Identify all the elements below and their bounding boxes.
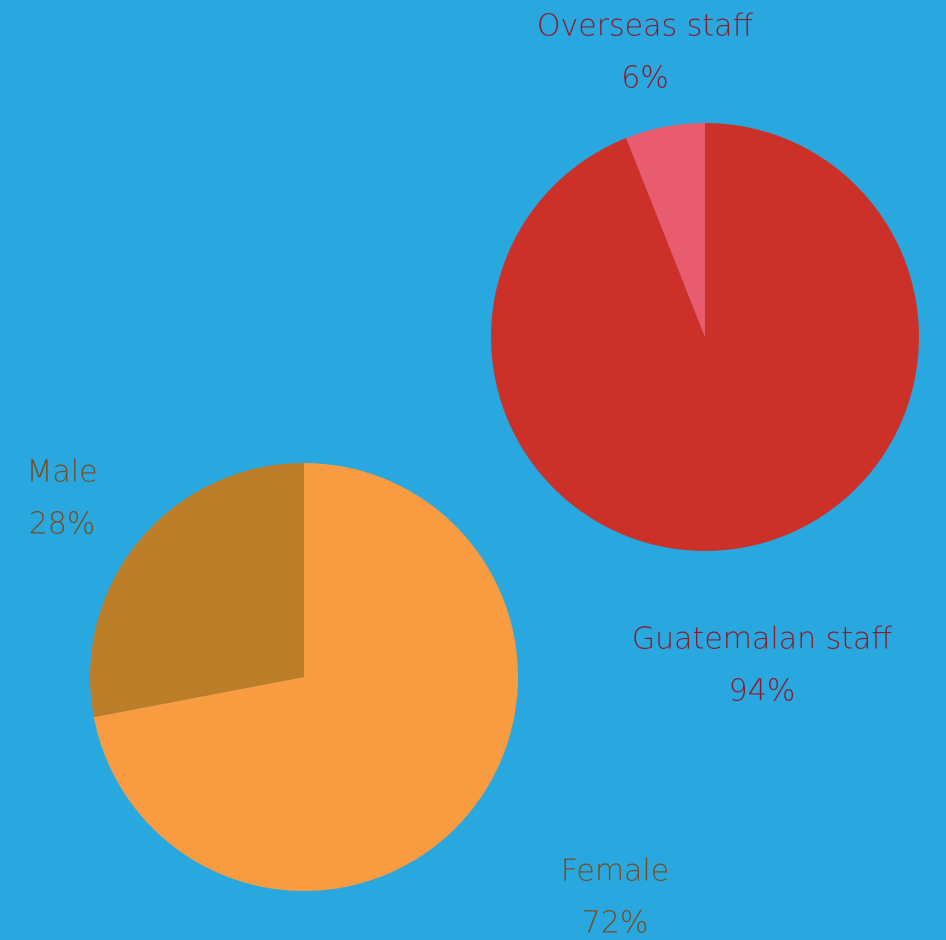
slice-label: Guatemalan staff <box>632 622 893 657</box>
pie-slice <box>626 123 705 337</box>
pie-slice <box>89 463 304 718</box>
slice-label: Overseas staff <box>537 9 754 44</box>
slice-label: Female <box>561 854 669 889</box>
slice-label: Male <box>26 455 97 490</box>
slice-value-label: 72% <box>582 906 649 940</box>
slice-value-label: 6% <box>621 61 669 96</box>
pie-slice <box>93 463 519 891</box>
slice-value-label: 94% <box>729 674 796 709</box>
slice-value-label: 28% <box>29 507 96 542</box>
